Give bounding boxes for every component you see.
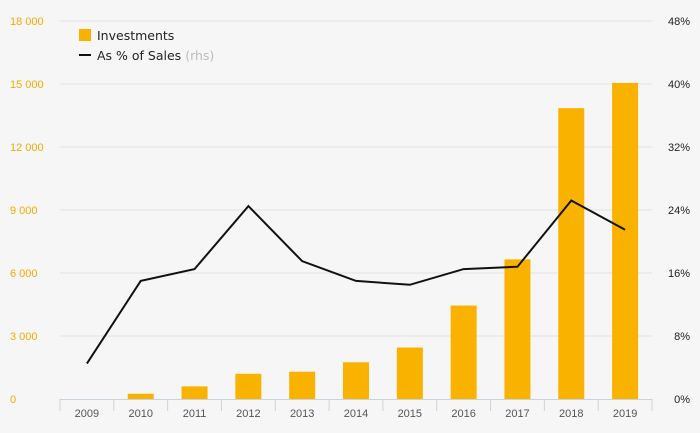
x-tick-label: 2016 <box>451 408 475 420</box>
x-tick-label: 2018 <box>559 408 583 420</box>
y-right-tick-label: 24% <box>668 205 690 217</box>
y-left-tick-label: 6 000 <box>10 268 38 280</box>
bar-2011 <box>181 386 208 399</box>
bar-2016 <box>450 305 477 399</box>
y-axis-right: 0% 8% 16% 24% 32% 40% 48% <box>668 16 690 406</box>
x-tick-label: 2014 <box>344 408 368 420</box>
legend-swatch-investments <box>79 29 91 41</box>
x-tick-label: 2015 <box>398 408 422 420</box>
bar-2010 <box>127 393 154 399</box>
bar-2015 <box>396 347 423 399</box>
y-right-tick-label: 32% <box>668 142 690 154</box>
bar-2013 <box>289 371 316 399</box>
y-right-tick-label: 48% <box>668 16 690 28</box>
bar-2019 <box>612 82 639 399</box>
x-tick-label: 2012 <box>236 408 260 420</box>
bar-2014 <box>343 362 369 399</box>
y-right-tick-label: 40% <box>668 79 690 91</box>
legend: Investments As % of Sales (rhs) <box>79 28 214 63</box>
y-left-tick-label: 12 000 <box>10 142 44 154</box>
x-axis: 2009 2010 2011 2012 2013 2014 2015 2016 2017 2018… <box>59 399 653 420</box>
bar-2012 <box>235 373 262 399</box>
x-tick-label: 2013 <box>290 408 314 420</box>
bar-2018 <box>558 108 585 400</box>
y-axis-left: 0 3 000 6 000 9 000 12 000 15 000 18 000 <box>10 16 44 406</box>
x-tick-label: 2010 <box>128 408 152 420</box>
legend-label-pct-of-sales: As % of Sales (rhs) <box>97 48 214 63</box>
y-left-tick-label: 9 000 <box>10 205 38 217</box>
x-tick-label: 2017 <box>505 408 529 420</box>
y-left-tick-label: 15 000 <box>10 79 44 91</box>
x-tick-label: 2019 <box>613 408 637 420</box>
y-left-tick-label: 0 <box>10 394 16 406</box>
y-right-tick-label: 8% <box>674 331 690 343</box>
gridlines <box>60 20 652 337</box>
line-series-pct-of-sales <box>86 199 626 365</box>
y-left-tick-label: 18 000 <box>10 16 44 28</box>
x-tick-label: 2009 <box>75 408 99 420</box>
y-right-tick-label: 16% <box>668 268 690 280</box>
bar-2017 <box>504 259 531 399</box>
bar-series-investments <box>127 82 639 400</box>
x-tick-label: 2011 <box>183 408 207 420</box>
legend-label-investments: Investments <box>97 28 174 43</box>
y-right-tick-label: 0% <box>674 394 690 406</box>
y-left-tick-label: 3 000 <box>10 331 38 343</box>
